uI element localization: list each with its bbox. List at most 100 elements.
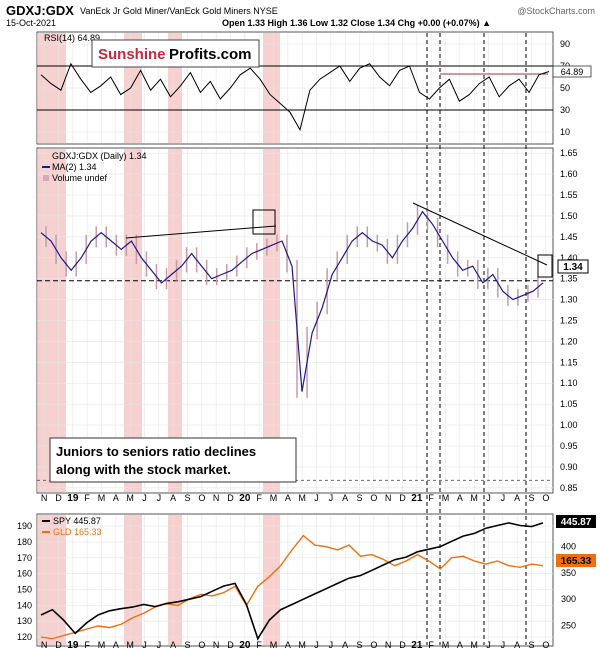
x-tick-label-21-1: A — [342, 640, 348, 650]
x-tick-label-7-0: J — [142, 493, 147, 503]
x-tick-label-18-1: M — [298, 640, 306, 650]
x-tick-label-0-0: N — [41, 493, 48, 503]
x-tick-label-28-1: M — [442, 640, 450, 650]
spy-line — [40, 522, 544, 641]
x-tick-label-31-0: J — [486, 493, 491, 503]
x-tick-label-27-0: F — [428, 493, 434, 503]
x-tick-label-34-1: S — [528, 640, 534, 650]
x-tick-label-11-0: O — [198, 493, 205, 503]
ratio-y-tick-14: 0.95 — [560, 441, 578, 451]
highlight-band-0-2 — [37, 515, 66, 645]
rsi-series — [37, 62, 553, 132]
x-tick-label-13-0: D — [227, 493, 234, 503]
rsi-last-value: 64.89 — [561, 67, 584, 77]
chart-date: 15-Oct-2021 — [6, 18, 56, 28]
rsi-y-tick-2: 50 — [560, 83, 570, 93]
logo-sunshine: Sunshine — [98, 46, 166, 63]
trendline-rising — [125, 225, 277, 239]
x-tick-label-4-1: M — [98, 640, 106, 650]
x-tick-label-22-1: S — [356, 640, 362, 650]
gld-y-tick-0: 190 — [17, 521, 32, 531]
x-tick-label-0-1: N — [41, 640, 48, 650]
x-tick-label-9-1: A — [170, 640, 176, 650]
x-tick-label-34-0: S — [528, 493, 534, 503]
highlight-band-1-2 — [124, 515, 142, 645]
gld-last-box — [556, 554, 596, 567]
gld-y-tick-2: 170 — [17, 553, 32, 563]
x-tick-label-7-1: J — [142, 640, 147, 650]
ratio-y-tick-2: 1.55 — [560, 190, 578, 200]
x-tick-label-22-0: S — [356, 493, 362, 503]
ratio-last-box — [557, 259, 589, 274]
rsi-last-box — [552, 65, 592, 78]
x-tick-label-16-1: M — [270, 640, 278, 650]
logo-profits: Profits.com — [169, 46, 252, 63]
ma-legend: MA(2) 1.34 — [52, 162, 97, 172]
x-tick-label-26-1: 21 — [411, 640, 423, 650]
x-tick-label-17-1: A — [285, 640, 291, 650]
x-tick-label-26-0: 21 — [411, 493, 423, 504]
highlight-bands — [37, 33, 280, 645]
spy-last-value: 445.87 — [561, 517, 592, 528]
x-tick-label-35-0: O — [542, 493, 549, 503]
x-tick-label-6-1: M — [126, 640, 134, 650]
x-tick-label-1-0: D — [55, 493, 62, 503]
x-tick-label-19-0: J — [314, 493, 319, 503]
ohlc-readout: Open 1.33 High 1.36 Low 1.32 Close 1.34 … — [222, 18, 491, 28]
spy-gld-series — [40, 522, 544, 641]
logo-box — [91, 39, 260, 68]
spy-legend: SPY 445.87 — [53, 516, 101, 526]
spy-y-tick-3: 250 — [561, 621, 576, 631]
x-tick-label-29-1: A — [457, 640, 463, 650]
x-tick-label-16-0: M — [270, 493, 278, 503]
x-tick-label-23-1: O — [370, 640, 377, 650]
gld-y-tick-4: 150 — [17, 585, 32, 595]
ratio-y-tick-16: 0.85 — [560, 483, 578, 493]
ratio-last-value: 1.34 — [563, 262, 583, 273]
highlight-box-2020 — [252, 209, 276, 235]
ratio-legend: GDXJ:GDX (Daily) 1.34 — [52, 151, 147, 161]
spy-y-tick-0: 400 — [561, 542, 576, 552]
x-tick-label-33-0: A — [514, 493, 520, 503]
gld-last-value: 165.33 — [561, 556, 592, 567]
x-tick-label-14-0: 20 — [239, 493, 251, 504]
rsi-legend: RSI(14) 64.89 — [44, 33, 100, 43]
x-tick-label-23-0: O — [370, 493, 377, 503]
watermark: @StockCharts.com — [517, 6, 595, 16]
x-tick-label-5-0: A — [113, 493, 119, 503]
x-tick-label-20-0: J — [329, 493, 334, 503]
ratio-y-tick-15: 0.90 — [560, 462, 578, 472]
rsi-y-tick-0: 90 — [560, 39, 570, 49]
x-tick-label-30-1: M — [470, 640, 478, 650]
highlight-box-2021 — [537, 254, 553, 278]
ratio-y-tick-8: 1.25 — [560, 316, 578, 326]
ratio-y-tick-4: 1.45 — [560, 232, 578, 242]
ratio-y-tick-7: 1.30 — [560, 295, 578, 305]
x-tick-label-33-1: A — [514, 640, 520, 650]
chart-description: VanEck Jr Gold Miner/VanEck Gold Miners … — [80, 6, 278, 16]
x-tick-label-17-0: A — [285, 493, 291, 503]
ratio-y-tick-10: 1.15 — [560, 357, 578, 367]
ratio-y-tick-0: 1.65 — [560, 148, 578, 158]
ratio-y-tick-1: 1.60 — [560, 169, 578, 179]
x-tick-label-20-1: J — [329, 640, 334, 650]
x-tick-label-10-1: S — [184, 640, 190, 650]
chart-symbol: GDXJ:GDX — [6, 3, 74, 18]
ratio-y-tick-11: 1.10 — [560, 378, 578, 388]
x-tick-label-3-1: F — [84, 640, 90, 650]
annotation-line-2: along with the stock market. — [56, 462, 231, 477]
gld-y-tick-1: 180 — [17, 537, 32, 547]
gld-y-tick-3: 160 — [17, 569, 32, 579]
ratio-y-tick-9: 1.20 — [560, 336, 578, 346]
spy-y-tick-1: 350 — [561, 568, 576, 578]
spy-y-tick-2: 300 — [561, 594, 576, 604]
x-tick-label-13-1: D — [227, 640, 234, 650]
x-tick-label-2-1: 19 — [67, 640, 79, 650]
ratio-y-tick-6: 1.35 — [560, 274, 578, 284]
volume-legend: Volume undef — [52, 173, 108, 183]
x-tick-label-35-1: O — [542, 640, 549, 650]
x-tick-label-21-0: A — [342, 493, 348, 503]
x-tick-label-30-0: M — [470, 493, 478, 503]
highlight-band-3-2 — [263, 515, 280, 645]
